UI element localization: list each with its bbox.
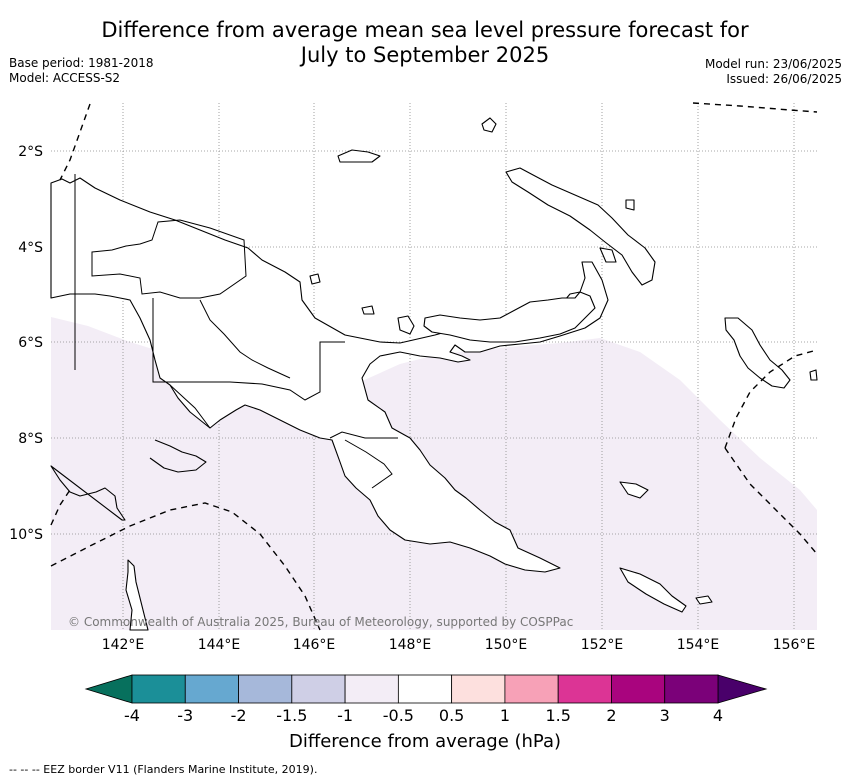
lon-labels: 142°E 144°E 146°E 148°E 150°E 152°E 154°… <box>102 637 816 653</box>
provincial-border-1 <box>91 219 247 299</box>
colorbar-tick-label: -1 <box>337 706 353 725</box>
colorbar-tick-label: 4 <box>713 706 723 725</box>
title-line-1: Difference from average mean sea level p… <box>101 18 749 42</box>
provincial-border-3 <box>199 299 291 379</box>
eez-footnote: -- -- -- EEZ border V11 (Flanders Marine… <box>9 763 318 776</box>
cape-york-coastline <box>125 559 149 631</box>
provincial-border-4 <box>329 431 398 439</box>
small-island-1 <box>481 117 497 133</box>
eez-border-southwest <box>50 489 71 526</box>
coastlines <box>50 117 818 631</box>
small-island-3 <box>619 481 649 499</box>
colorbar-cell <box>451 674 506 704</box>
colorbar-cell <box>504 674 559 704</box>
small-island-9 <box>695 595 713 605</box>
colorbar-cell <box>397 674 453 704</box>
lat-label-4s: 4°S <box>18 240 43 256</box>
eez-borders <box>50 102 818 631</box>
colorbar: -4 -3 -2 -1.5 -1 -0.5 0.5 1 1.5 2 3 4 Difference fr… <box>84 674 768 752</box>
colorbar-tick-label: -4 <box>124 706 140 725</box>
small-island-5 <box>309 273 321 285</box>
colorbar-labels: -4 -3 -2 -1.5 -1 -0.5 0.5 1 1.5 2 3 4 <box>124 706 723 725</box>
lat-label-2s: 2°S <box>18 144 43 160</box>
colorbar-cell <box>664 674 719 704</box>
eez-border-southeast <box>724 447 818 555</box>
meta-right: Model run: 23/06/2025 Issued: 26/06/2025 <box>705 57 842 87</box>
colorbar-title: Difference from average (hPa) <box>289 731 561 752</box>
lon-label-156e: 156°E <box>773 637 816 653</box>
bougainville-coastline <box>724 317 791 389</box>
colorbar-tick-label: 3 <box>660 706 670 725</box>
manus-coastline <box>337 149 381 163</box>
title-line-2: July to September 2025 <box>300 43 550 67</box>
colorbar-tick-label: -3 <box>177 706 193 725</box>
colorbar-cell <box>344 674 399 704</box>
eez-border-west <box>59 103 91 181</box>
colorbar-tick-label: 2 <box>606 706 616 725</box>
provincial-border-2 <box>152 298 345 401</box>
colorbar-cell <box>557 674 612 704</box>
colorbar-tick-label: 1.5 <box>545 706 570 725</box>
provincial-border-6 <box>169 384 211 429</box>
copyright-text: © Commonwealth of Australia 2025, Bureau… <box>68 615 573 629</box>
new-britain-coastline <box>423 291 596 343</box>
lat-label-8s: 8°S <box>18 431 43 447</box>
model-run: Model run: 23/06/2025 <box>704 57 842 71</box>
colorbar-cell <box>291 674 346 704</box>
small-island-4 <box>619 567 687 613</box>
eez-border-south <box>50 502 321 631</box>
lat-label-6s: 6°S <box>18 335 43 351</box>
lon-label-154e: 154°E <box>677 637 720 653</box>
colorbar-cell <box>184 674 239 704</box>
lat-label-10s: 10°S <box>9 527 43 543</box>
eez-border-north <box>692 102 818 113</box>
small-island-10 <box>809 369 818 381</box>
colorbar-tick-label: 1 <box>500 706 510 725</box>
lon-label-146e: 146°E <box>293 637 336 653</box>
lon-label-150e: 150°E <box>485 637 528 653</box>
lon-label-148e: 148°E <box>389 637 432 653</box>
colorbar-tick-label: -1.5 <box>276 706 307 725</box>
new-ireland-coastline <box>505 167 656 286</box>
colorbar-cell <box>131 674 186 704</box>
borders <box>74 174 398 489</box>
eez-border-east <box>724 349 818 449</box>
colorbar-over-arrow <box>717 674 768 704</box>
colorbar-cell <box>238 674 293 704</box>
colorbar-cell <box>611 674 666 704</box>
colorbar-under-arrow <box>84 674 133 704</box>
colorbar-tick-label: -0.5 <box>383 706 414 725</box>
small-island-8 <box>625 199 635 211</box>
colorbar-tick-label: -2 <box>231 706 247 725</box>
lon-label-142e: 142°E <box>102 637 145 653</box>
fly-river-coast <box>149 439 207 473</box>
small-island-2 <box>397 315 415 335</box>
australia-coastline <box>50 465 126 521</box>
colorbar-tick-label: 0.5 <box>439 706 464 725</box>
small-island-7 <box>599 247 617 263</box>
small-island-6 <box>361 305 375 315</box>
meta-left: Base period: 1981-2018 Model: ACCESS-S2 <box>9 56 154 86</box>
base-period: Base period: 1981-2018 <box>9 56 154 70</box>
gridlines <box>51 103 817 630</box>
new-guinea-coastline <box>50 177 609 573</box>
colorbar-cells <box>131 674 719 704</box>
provincial-border-5 <box>344 439 393 489</box>
lat-labels: 2°S 4°S 6°S 8°S 10°S <box>9 144 43 543</box>
lon-label-144e: 144°E <box>198 637 241 653</box>
map-area: © Commonwealth of Australia 2025, Bureau… <box>50 102 818 631</box>
issued-date: Issued: 26/06/2025 <box>726 72 842 86</box>
model-name: Model: ACCESS-S2 <box>9 71 121 85</box>
map-title: Difference from average mean sea level p… <box>0 18 850 68</box>
lon-label-152e: 152°E <box>581 637 624 653</box>
